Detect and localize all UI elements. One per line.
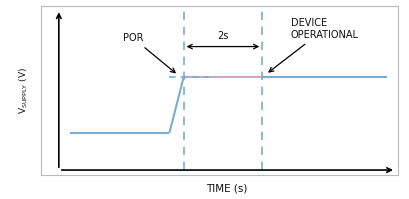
Text: V$_{\mathsf{SUPPLY}}$ (V): V$_{\mathsf{SUPPLY}}$ (V) [18, 67, 30, 114]
Text: DEVICE
OPERATIONAL: DEVICE OPERATIONAL [268, 18, 358, 72]
Text: TIME (s): TIME (s) [205, 183, 247, 194]
Text: 2s: 2s [217, 31, 228, 42]
Text: POR: POR [123, 33, 175, 73]
